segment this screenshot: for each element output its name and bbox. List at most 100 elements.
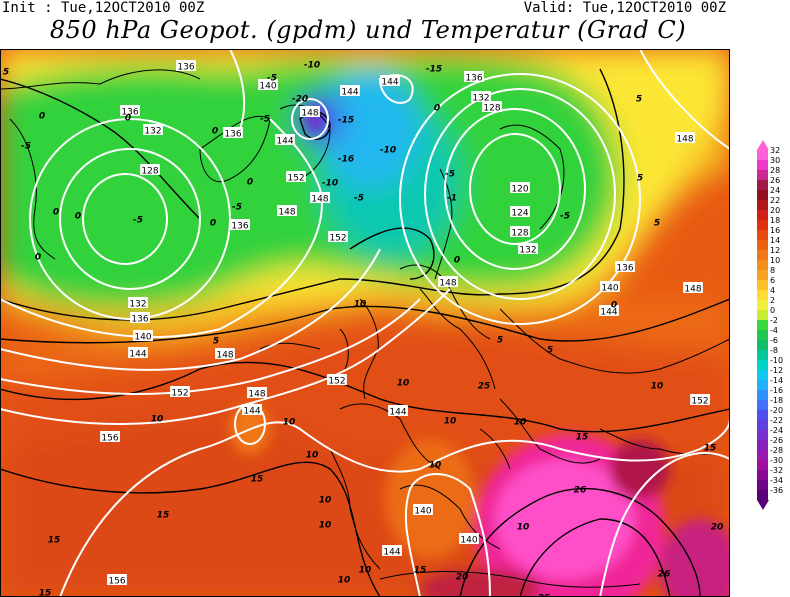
svg-text:15: 15 [157,511,170,521]
svg-text:136: 136 [177,63,194,73]
legend-label: -8 [770,346,778,355]
svg-text:0: 0 [454,256,460,266]
svg-text:148: 148 [311,195,328,205]
legend-swatch [757,440,768,450]
legend-swatch [757,220,768,230]
legend-swatch [757,150,768,160]
svg-text:10: 10 [319,496,332,506]
chart-title: 850 hPa Geopot. (gpdm) und Temperatur (G… [49,16,687,44]
legend-label: -32 [770,466,784,475]
geopot-label: 140 [600,281,620,294]
svg-text:5: 5 [654,219,660,229]
temperature-label: 5 [654,219,660,229]
geopot-label: 132 [143,124,163,137]
legend-swatch [757,210,768,220]
legend-swatch [757,490,768,500]
temperature-label: 0 [210,219,216,229]
svg-text:-5: -5 [260,115,270,125]
temperature-label: 5 [213,337,219,347]
geopot-label: 144 [242,404,262,417]
geopot-label: 140 [413,504,433,517]
svg-text:26: 26 [574,486,587,496]
temperature-label: -5 [232,203,242,213]
geopot-label: 132 [518,243,538,256]
svg-text:-5: -5 [560,212,570,222]
geopot-label: 124 [510,206,530,219]
legend-swatch [757,400,768,410]
temperature-label: 25 [478,382,491,392]
svg-text:0: 0 [35,253,41,263]
legend-label: 14 [770,236,781,245]
legend-swatch [757,390,768,400]
geopot-label: 136 [130,312,150,325]
temperature-label: 0 [247,178,253,188]
temperature-label: -15 [426,65,442,75]
temperature-label: 15 [414,566,427,576]
temperature-label: -20 [292,95,308,105]
geopot-label: 152 [690,394,710,407]
legend-label: -4 [770,326,778,335]
svg-text:10: 10 [338,576,351,586]
geopot-label: 136 [615,261,635,274]
svg-text:148: 148 [439,279,456,289]
svg-text:148: 148 [278,208,295,218]
temperature-label: 5 [3,68,9,78]
temperature-label: 0 [212,127,218,137]
svg-text:-5: -5 [133,216,143,226]
geopotential-contours [0,49,730,597]
svg-text:132: 132 [472,94,489,104]
svg-text:10: 10 [444,417,457,427]
legend-swatch [757,310,768,320]
legend-swatch [757,200,768,210]
geopot-label: 144 [340,85,360,98]
svg-text:10: 10 [283,418,296,428]
geopot-label: 152 [286,171,306,184]
legend-swatch [757,430,768,440]
legend-label: -2 [770,316,778,325]
legend-label: 32 [770,146,781,155]
temperature-label: 5 [636,95,642,105]
legend-swatch [757,460,768,470]
svg-text:0: 0 [611,301,617,311]
legend-swatch [757,280,768,290]
temperature-label: 0 [125,114,131,124]
legend-label: 20 [770,206,781,215]
svg-text:144: 144 [389,408,406,418]
svg-text:-20: -20 [292,95,308,105]
legend-swatch [757,480,768,490]
legend-label: 18 [770,216,781,225]
svg-text:144: 144 [383,548,400,558]
svg-text:-5: -5 [354,194,364,204]
legend-label: 12 [770,246,781,255]
svg-text:144: 144 [276,137,293,147]
temperature-label: -1 [447,194,457,204]
temperature-label: 20 [456,573,469,583]
svg-text:136: 136 [224,130,241,140]
svg-text:144: 144 [381,78,398,88]
temperature-label: 15 [48,536,61,546]
temperature-label: 26 [574,486,587,496]
temperature-label: -5 [267,74,277,84]
svg-text:10: 10 [354,300,367,310]
temperature-label: 10 [319,496,332,506]
legend-swatch [757,370,768,380]
legend-swatch [757,420,768,430]
svg-text:25: 25 [538,594,551,597]
svg-text:-10: -10 [380,146,396,156]
svg-text:136: 136 [231,222,248,232]
svg-text:152: 152 [691,397,708,407]
svg-text:140: 140 [460,536,477,546]
svg-text:15: 15 [576,433,589,443]
legend-swatch [757,410,768,420]
legend-label: 22 [770,196,781,205]
legend-label: -12 [770,366,784,375]
svg-text:156: 156 [108,577,125,587]
temperature-label: 10 [354,300,367,310]
temperature-label: 10 [517,523,530,533]
geopot-label: 152 [170,386,190,399]
svg-text:5: 5 [636,95,642,105]
legend-swatch [757,290,768,300]
temperature-label: 10 [306,451,319,461]
geopot-label: 148 [683,282,703,295]
legend-swatch [757,450,768,460]
